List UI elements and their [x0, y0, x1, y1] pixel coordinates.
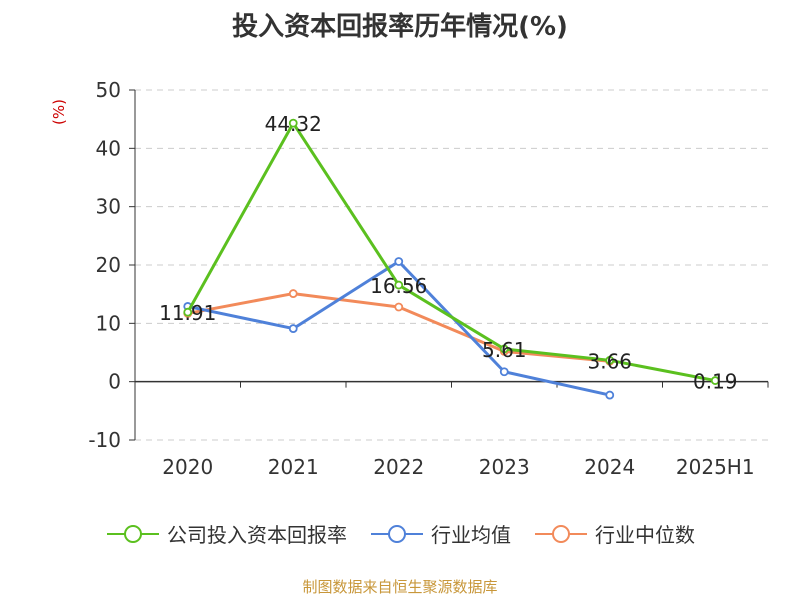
data-point — [394, 302, 404, 312]
data-label: 16.56 — [370, 274, 427, 298]
y-tick-label: 10 — [96, 311, 121, 335]
data-label: 0.19 — [693, 370, 738, 394]
x-tick-label: 2024 — [584, 455, 635, 479]
data-label: 5.61 — [482, 338, 527, 362]
data-point — [288, 289, 298, 298]
data-point — [710, 376, 720, 385]
chart-legend: 公司投入资本回报率 行业均值 行业中位数 — [0, 519, 800, 548]
data-point — [499, 367, 509, 377]
y-tick-label: 50 — [96, 78, 121, 102]
data-label: 44.32 — [265, 112, 322, 136]
y-tick-label: 40 — [96, 136, 121, 160]
data-source-note: 制图数据来自恒生聚源数据库 — [302, 578, 498, 596]
data-point — [288, 324, 298, 333]
x-tick-label: 2021 — [268, 455, 319, 479]
x-tick-label: 2020 — [162, 455, 213, 479]
x-tick-label: 2023 — [479, 455, 530, 479]
data-point — [605, 390, 615, 400]
legend-marker-icon — [107, 524, 159, 543]
data-point — [288, 118, 298, 128]
x-tick-label: 2022 — [373, 455, 424, 479]
y-tick-label: 0 — [108, 370, 121, 394]
legend-label-company: 公司投入资本回报率 — [167, 523, 347, 547]
legend-marker-icon — [535, 524, 587, 543]
y-tick-label: -10 — [88, 428, 121, 452]
data-point — [605, 355, 615, 365]
legend-label-industry-median: 行业中位数 — [595, 523, 695, 547]
x-tick-label: 2025H1 — [676, 455, 755, 479]
chart-title: 投入资本回报率历年情况(%) — [232, 12, 568, 42]
legend-item-company[interactable]: 公司投入资本回报率 — [105, 519, 347, 548]
data-point — [183, 307, 193, 317]
data-label: 11.91 — [159, 301, 216, 325]
legend-label-industry-mean: 行业均值 — [431, 523, 511, 547]
legend-item-industry-median[interactable]: 行业中位数 — [533, 519, 695, 548]
data-point — [394, 257, 404, 266]
legend-item-industry-mean[interactable]: 行业均值 — [369, 519, 511, 548]
y-tick-label: 30 — [96, 195, 121, 219]
data-label: 3.66 — [587, 349, 632, 373]
legend-marker-icon — [371, 524, 423, 543]
data-point — [394, 280, 404, 290]
series-line — [186, 121, 716, 383]
y-tick-label: 20 — [96, 253, 121, 277]
data-point — [499, 344, 509, 354]
